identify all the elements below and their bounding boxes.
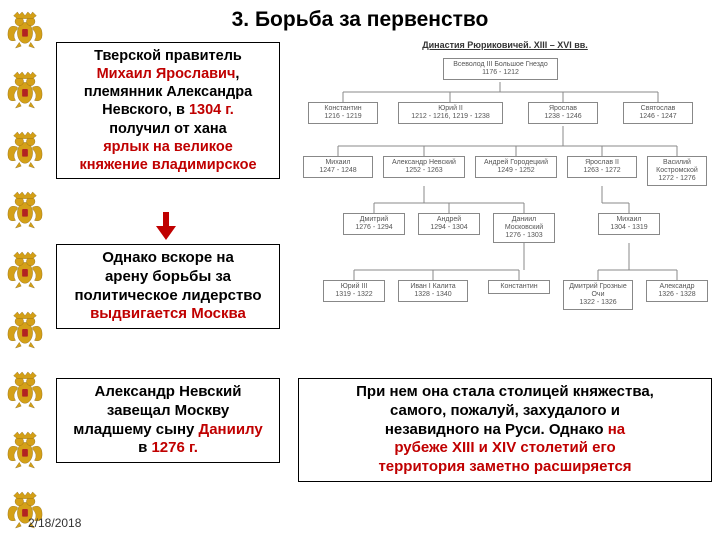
text-box-4: При нем она стала столицей княжества, са… <box>298 378 712 482</box>
line: младшему сыну <box>73 421 198 438</box>
text-box-1: Тверской правитель Михаил Ярославич, пле… <box>56 42 280 179</box>
line: выдвигается Москва <box>90 305 246 322</box>
tree-node: Святослав1246 - 1247 <box>623 102 693 124</box>
tree-node: Дмитрий1276 - 1294 <box>343 213 405 235</box>
family-tree: Династия Рюриковичей. XIII – XVI вв. Все… <box>298 40 712 370</box>
arrow-down-icon <box>156 212 176 240</box>
tree-node: Александр Невский1252 - 1263 <box>383 156 465 178</box>
tree-node: Василий Костромской1272 - 1276 <box>647 156 707 186</box>
eagle-icon <box>6 70 44 110</box>
tree-node: Константин1216 - 1219 <box>308 102 378 124</box>
line: арену борьбы за <box>105 268 231 285</box>
line: Даниилу <box>199 421 263 438</box>
tree-node: Ярослав II1263 - 1272 <box>567 156 637 178</box>
eagle-icon <box>6 250 44 290</box>
line: Однако вскоре на <box>102 249 234 266</box>
eagle-icon <box>6 370 44 410</box>
eagle-icon <box>6 130 44 170</box>
tree-node: Андрей Городецкий1249 - 1252 <box>475 156 557 178</box>
line: политическое лидерство <box>75 287 262 304</box>
line: племянник Александра <box>84 84 252 100</box>
tree-node: Ярослав1238 - 1246 <box>528 102 598 124</box>
slide-date: 2/18/2018 <box>28 516 81 530</box>
line: на <box>608 421 625 438</box>
tree-node: Юрий III1319 - 1322 <box>323 280 385 302</box>
tree-node: Александр1326 - 1328 <box>646 280 708 302</box>
line: незавидного на Руси. Однако <box>385 421 608 438</box>
line: завещал Москву <box>107 402 229 419</box>
tree-node: Михаил1304 - 1319 <box>598 213 660 235</box>
tree-node: Андрей1294 - 1304 <box>418 213 480 235</box>
tree-node: Иван I Калита1328 - 1340 <box>398 280 468 302</box>
eagle-icon <box>6 190 44 230</box>
line: рубеже XIII и XIV столетий его <box>394 439 615 456</box>
line: княжение владимирское <box>79 157 256 173</box>
tree-node: Дмитрий Грозные Очи1322 - 1326 <box>563 280 633 310</box>
line: самого, пожалуй, захудалого и <box>390 402 620 419</box>
eagle-icon <box>6 430 44 470</box>
line: При нем она стала столицей княжества, <box>356 383 654 400</box>
tree-node: Даниил Московский1276 - 1303 <box>493 213 555 243</box>
line: Александр Невский <box>95 383 242 400</box>
text-box-2: Однако вскоре на арену борьбы за политич… <box>56 244 280 329</box>
line: территория заметно расширяется <box>378 458 631 475</box>
line: ярлык на великое <box>103 139 233 155</box>
line: , <box>235 66 239 82</box>
line: 1276 г. <box>151 439 197 456</box>
tree-node: Всеволод III Большое Гнездо1176 - 1212 <box>443 58 558 80</box>
line: Михаил Ярославич <box>97 66 236 82</box>
eagle-icon <box>6 310 44 350</box>
tree-node: Михаил1247 - 1248 <box>303 156 373 178</box>
slide-title: 3. Борьба за первенство <box>0 8 720 32</box>
tree-node: Юрий II1212 - 1216, 1219 - 1238 <box>398 102 503 124</box>
text-box-3: Александр Невский завещал Москву младшем… <box>56 378 280 463</box>
line: Невского, в <box>102 102 189 118</box>
line: Тверской правитель <box>94 48 242 64</box>
tree-node: Константин <box>488 280 550 294</box>
line: в <box>138 439 151 456</box>
line: 1304 г. <box>189 102 234 118</box>
line: получил от хана <box>109 121 227 137</box>
